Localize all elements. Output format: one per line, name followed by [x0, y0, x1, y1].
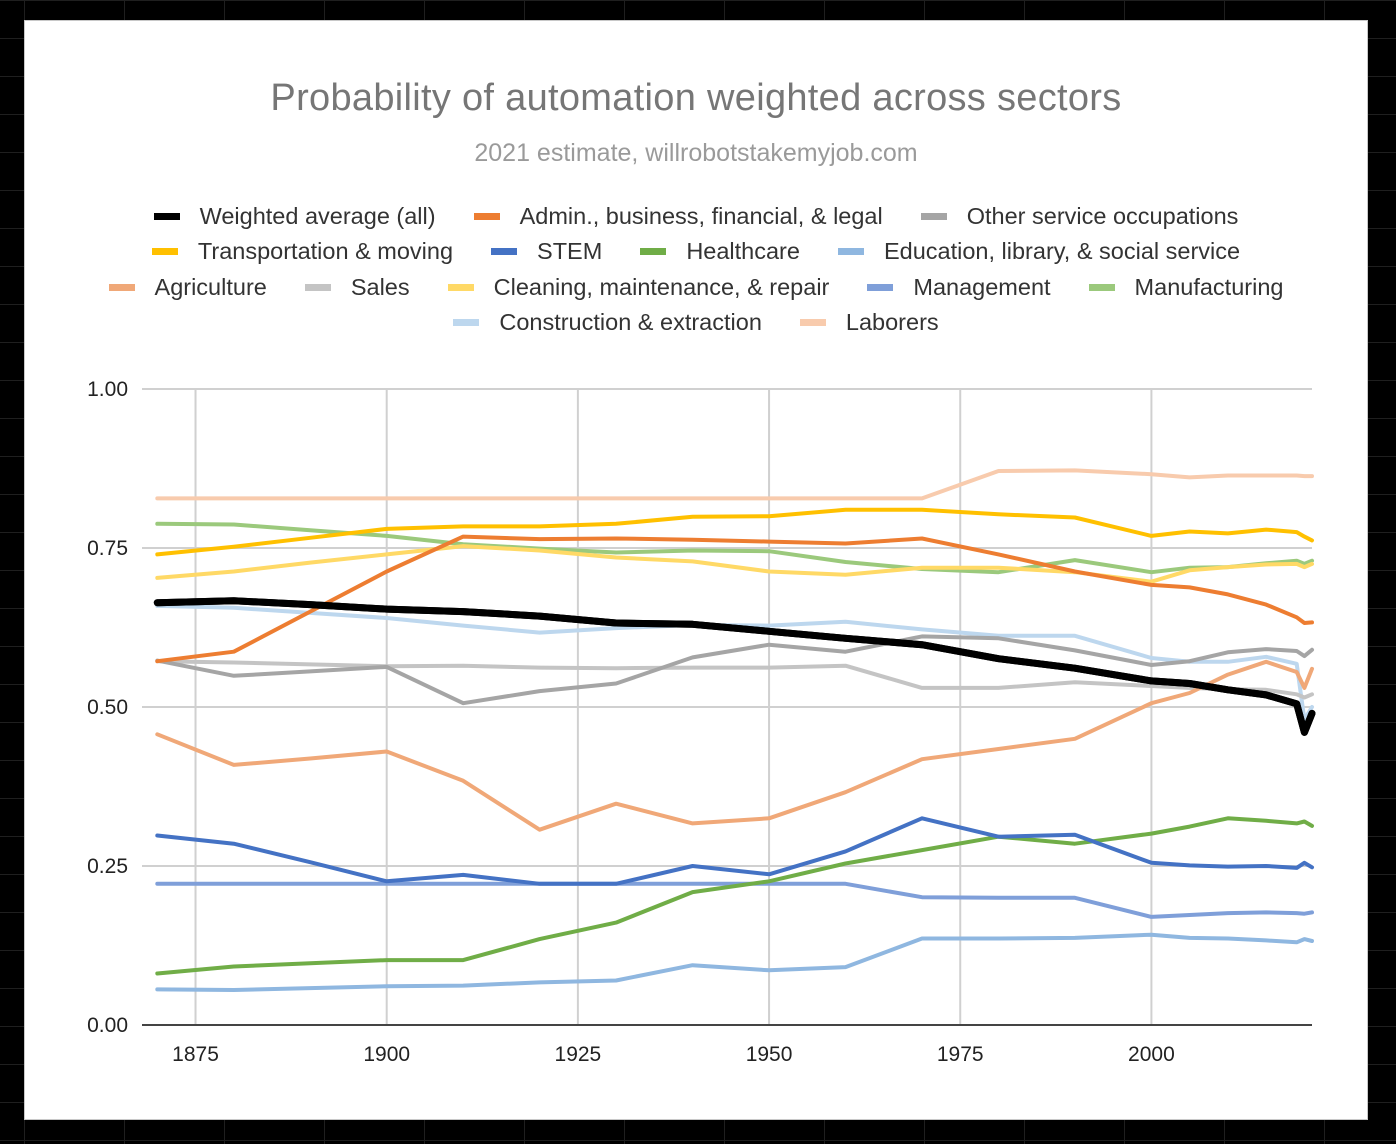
legend-swatch — [473, 213, 500, 220]
axes: 0.00 0.25 0.50 0.75 1.00 1875 1900 1925 1950 1975… — [87, 378, 1312, 1066]
legend-item: Construction & extraction — [453, 309, 762, 336]
x-tick-label: 2000 — [1128, 1043, 1175, 1066]
chart-subtitle: 2021 estimate, willrobotstakemyjob.com — [474, 139, 918, 167]
series-line-weighted-average-all — [153, 597, 1316, 736]
series-line-sales — [155, 659, 1314, 700]
legend-label: Cleaning, maintenance, & repair — [493, 274, 830, 300]
x-tick-label: 1875 — [172, 1043, 219, 1066]
legend-item: Management — [867, 274, 1051, 301]
legend-item: Agriculture — [108, 274, 267, 301]
legend-label: Management — [913, 274, 1051, 300]
legend-swatch — [799, 319, 826, 326]
series-line-management — [155, 881, 1314, 919]
legend-swatch — [447, 284, 474, 291]
legend-item: STEM — [491, 238, 602, 265]
legend-swatch — [1088, 284, 1115, 291]
legend-label: Manufacturing — [1134, 274, 1284, 300]
series-line-laborers — [155, 468, 1314, 501]
legend-swatch — [491, 248, 518, 255]
x-tick-label: 1950 — [746, 1043, 793, 1066]
legend-label: Sales — [350, 274, 410, 300]
legend-label: Admin., business, financial, & legal — [519, 203, 883, 229]
series-line-stem — [155, 816, 1314, 886]
y-tick-label: 0.50 — [87, 696, 128, 719]
legend-swatch — [837, 248, 864, 255]
legend-item: Admin., business, financial, & legal — [473, 203, 883, 230]
series-line-admin-business-financial-legal — [155, 534, 1314, 664]
series-line-agriculture — [155, 659, 1314, 832]
legend-swatch — [867, 284, 894, 291]
legend-row: Weighted average (all) Admin., business, … — [25, 203, 1367, 230]
series-line-construction-extraction — [155, 603, 1314, 722]
legend-row: Transportation & moving STEM Healthcare Edu… — [25, 238, 1367, 265]
legend-label: Education, library, & social service — [883, 238, 1241, 264]
legend-label: Laborers — [845, 309, 939, 335]
x-tick-label: 1900 — [363, 1043, 410, 1066]
legend-label: Agriculture — [154, 274, 267, 300]
x-tick-label: 1925 — [555, 1043, 602, 1066]
series-line-other-service-occupations — [155, 634, 1314, 706]
legend-label: Construction & extraction — [499, 309, 762, 335]
legend-item: Cleaning, maintenance, & repair — [447, 274, 830, 301]
legend-row: Agriculture Sales Cleaning, maintenance, &… — [25, 274, 1367, 301]
y-tick-label: 0.00 — [87, 1014, 128, 1037]
gridlines — [142, 388, 1312, 1025]
legend-swatch — [108, 284, 135, 291]
plot-area: 0.00 0.25 0.50 0.75 1.00 1875 1900 1925 1950 1975… — [87, 378, 1316, 1066]
legend-item: Sales — [304, 274, 410, 301]
legend-swatch — [151, 248, 178, 255]
legend-label: Transportation & moving — [197, 238, 454, 264]
legend-label: Healthcare — [686, 238, 800, 264]
legend-swatch — [453, 319, 480, 326]
series-line-education-library-social-service — [155, 932, 1314, 992]
series-line-healthcare — [155, 816, 1314, 976]
series-line-cleaning-maintenance-repair — [155, 544, 1314, 584]
legend-item: Laborers — [799, 309, 939, 336]
x-tick-label: 1975 — [937, 1043, 984, 1066]
series-layer — [153, 468, 1316, 992]
legend-swatch — [304, 284, 331, 291]
legend-row: Construction & extraction Laborers — [25, 309, 1367, 336]
legend-item: Healthcare — [640, 238, 800, 265]
legend-item: Weighted average (all) — [153, 203, 436, 230]
y-tick-label: 0.25 — [87, 855, 128, 878]
legend-label: Weighted average (all) — [199, 203, 436, 229]
legend-item: Other service occupations — [920, 203, 1239, 230]
legend-swatch — [640, 248, 667, 255]
chart-card: Probability of automation weighted acros… — [24, 20, 1368, 1120]
series-line-transportation-moving — [155, 507, 1314, 557]
legend-swatch — [920, 213, 947, 220]
chart-title: Probability of automation weighted acros… — [270, 77, 1122, 119]
legend-item: Education, library, & social service — [837, 238, 1241, 265]
legend-swatch — [153, 213, 180, 220]
legend-item: Manufacturing — [1088, 274, 1284, 301]
y-tick-label: 1.00 — [87, 378, 128, 401]
legend-label: STEM — [537, 238, 603, 264]
legend-item: Transportation & moving — [151, 238, 454, 265]
y-tick-label: 0.75 — [87, 537, 128, 560]
legend-label: Other service occupations — [966, 203, 1239, 229]
